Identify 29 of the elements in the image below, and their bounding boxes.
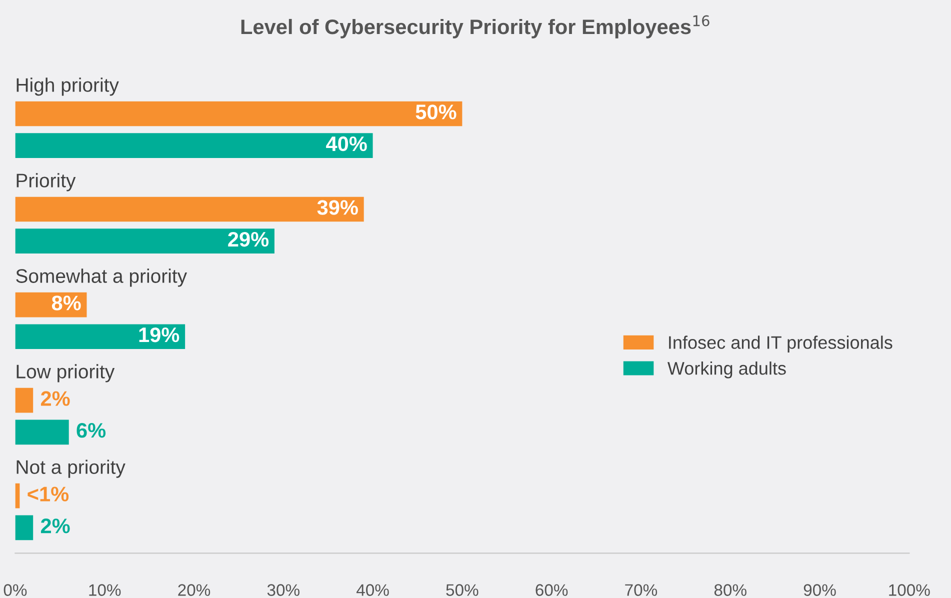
legend-label: Infosec and IT professionals: [669, 336, 892, 352]
data-label: 6%: [76, 422, 106, 438]
y-tick-label: Somewhat a priority: [16, 268, 188, 287]
x-tick-label: 0%: [4, 584, 27, 596]
x-tick-label: 100%: [889, 584, 930, 596]
legend-label: Working adults: [668, 362, 786, 378]
x-tick-label: 90%: [804, 584, 836, 596]
x-tick-label: 70%: [625, 584, 658, 596]
x-tick-label: 40%: [356, 584, 389, 596]
y-tick-label: Priority: [16, 173, 76, 192]
data-label: 40%: [326, 136, 367, 152]
x-tick-label: 30%: [267, 584, 300, 596]
data-label: 19%: [139, 327, 180, 342]
y-tick-label: High priority: [16, 78, 119, 96]
data-label: 39%: [317, 200, 358, 215]
data-label: 2%: [40, 518, 70, 534]
x-tick-label: 80%: [714, 584, 746, 596]
y-tick-label: Low priority: [16, 364, 115, 382]
data-label: 50%: [416, 104, 456, 120]
y-tick-label: Not a priority: [16, 460, 126, 478]
x-tick-label: 20%: [178, 584, 210, 596]
data-label: 2%: [40, 391, 70, 406]
data-label: <1%: [28, 486, 69, 502]
x-tick-label: 10%: [89, 584, 121, 596]
data-label: 29%: [228, 232, 269, 247]
chart-title: Level of Cybersecurity Priority for Employees$^{16}$: [241, 15, 710, 38]
x-tick-label: 50%: [446, 584, 478, 596]
x-tick-label: 60%: [536, 584, 568, 596]
data-label: 8%: [52, 296, 81, 310]
